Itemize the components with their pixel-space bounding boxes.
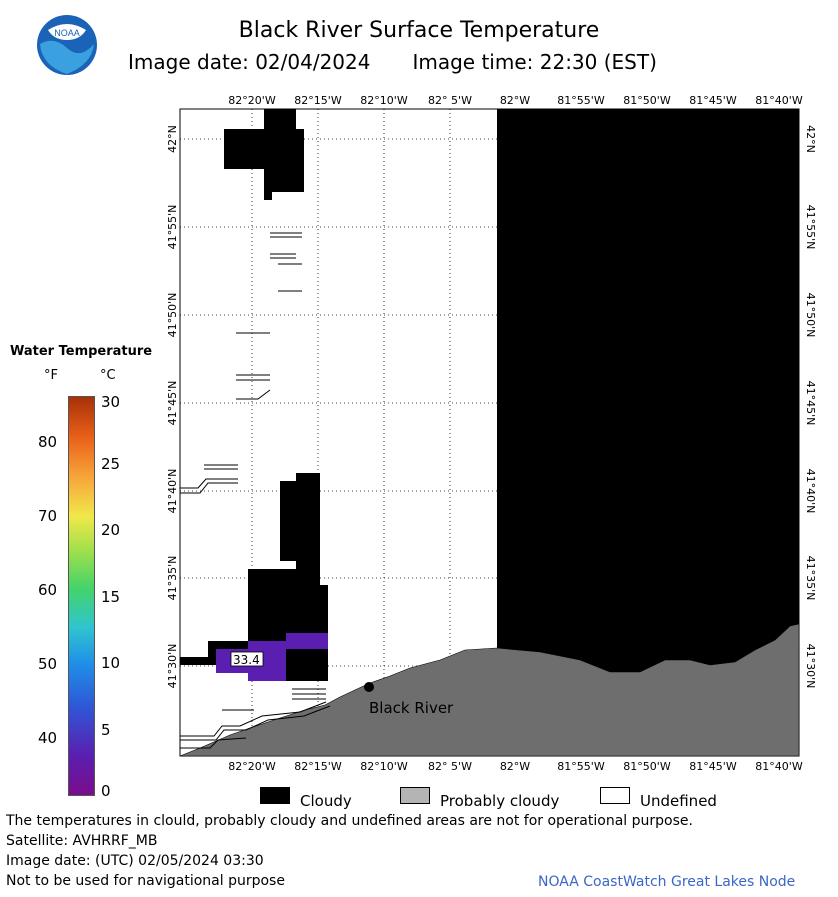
undefined-label: Undefined — [640, 792, 717, 810]
f-tick: 70 — [38, 507, 58, 525]
lat-label-left: 42°N — [166, 125, 179, 153]
navigation-notice: Not to be used for navigational purpose — [6, 873, 285, 889]
unit-celsius: °C — [100, 368, 116, 383]
satellite-text: Satellite: AVHRRF_MB — [6, 833, 158, 849]
color-bar — [68, 396, 95, 796]
lat-label-left: 41°35'N — [166, 556, 179, 601]
probably-cloudy-swatch — [400, 787, 430, 804]
lon-label-top: 82°20'W — [228, 94, 276, 107]
lat-label-right: 41°40'N — [804, 469, 817, 514]
lon-label-top: 81°40'W — [755, 94, 803, 107]
lat-label-left: 41°45'N — [166, 381, 179, 426]
lon-label-bottom: 82°20'W — [228, 760, 276, 773]
lat-label-right: 41°35'N — [804, 556, 817, 601]
lon-label-bottom: 82°15'W — [294, 760, 342, 773]
lon-label-top: 81°55'W — [557, 94, 605, 107]
lon-label-top: 82°10'W — [360, 94, 408, 107]
c-tick: 0 — [101, 782, 111, 800]
c-tick: 5 — [101, 721, 111, 739]
f-tick: 60 — [38, 581, 58, 599]
lon-label-top: 82° 5'W — [428, 94, 472, 107]
black-river-marker — [364, 682, 374, 692]
utc-date-text: Image date: (UTC) 02/05/2024 03:30 — [6, 853, 264, 869]
f-tick: 80 — [38, 433, 58, 451]
lat-label-left: 41°30'N — [166, 644, 179, 689]
c-tick: 20 — [101, 521, 121, 539]
lon-label-bottom: 82° 5'W — [428, 760, 472, 773]
lon-label-bottom: 81°45'W — [689, 760, 737, 773]
f-tick: 50 — [38, 655, 58, 673]
lat-label-right: 42°N — [804, 125, 817, 153]
map-title: Black River Surface Temperature — [238, 18, 600, 43]
c-tick: 15 — [101, 588, 121, 606]
disclaimer-text: The temperatures in clould, probably clo… — [6, 813, 693, 829]
f-tick: 40 — [38, 729, 58, 747]
lat-label-right: 41°55'N — [804, 205, 817, 250]
lat-label-left: 41°40'N — [166, 469, 179, 514]
c-tick: 30 — [101, 393, 121, 411]
image-time: Image time: 22:30 (EST) — [412, 50, 657, 74]
place-label: Black River — [369, 699, 454, 717]
lon-label-bottom: 81°50'W — [623, 760, 671, 773]
logo-text: NOAA — [54, 28, 80, 38]
reading-box — [230, 651, 264, 667]
lat-label-right: 41°45'N — [804, 381, 817, 426]
credit-text: NOAA CoastWatch Great Lakes Node — [538, 874, 796, 890]
image-date: Image date: 02/04/2024 — [128, 50, 371, 74]
lon-label-top: 82°W — [500, 94, 530, 107]
unit-fahrenheit: °F — [44, 368, 58, 383]
lon-label-top: 81°45'W — [689, 94, 737, 107]
lon-label-top: 82°15'W — [294, 94, 342, 107]
probably-cloudy-label: Probably cloudy — [440, 792, 560, 810]
lon-label-bottom: 82°10'W — [360, 760, 408, 773]
lat-label-right: 41°30'N — [804, 644, 817, 689]
c-tick: 25 — [101, 455, 121, 473]
image-date-time: Image date: 02/04/2024 Image time: 22:30 … — [128, 50, 657, 74]
lat-label-left: 41°55'N — [166, 205, 179, 250]
lat-label-left: 41°50'N — [166, 293, 179, 338]
cloud-region-west — [180, 109, 328, 681]
cloudy-swatch — [260, 787, 290, 804]
temperature-reading: 33.4 — [233, 653, 260, 667]
lat-label-right: 41°50'N — [804, 293, 817, 338]
cloudy-label: Cloudy — [300, 792, 352, 810]
noaa-logo: NOAA — [37, 15, 97, 75]
lon-label-bottom: 82°W — [500, 760, 530, 773]
undefined-swatch — [600, 787, 630, 804]
lon-label-bottom: 81°55'W — [557, 760, 605, 773]
lon-label-top: 81°50'W — [623, 94, 671, 107]
cloud-region-east — [497, 109, 799, 679]
lon-label-bottom: 81°40'W — [755, 760, 803, 773]
legend-title: Water Temperature — [10, 344, 153, 359]
shoreline-lines — [180, 232, 331, 749]
c-tick: 10 — [101, 654, 121, 672]
